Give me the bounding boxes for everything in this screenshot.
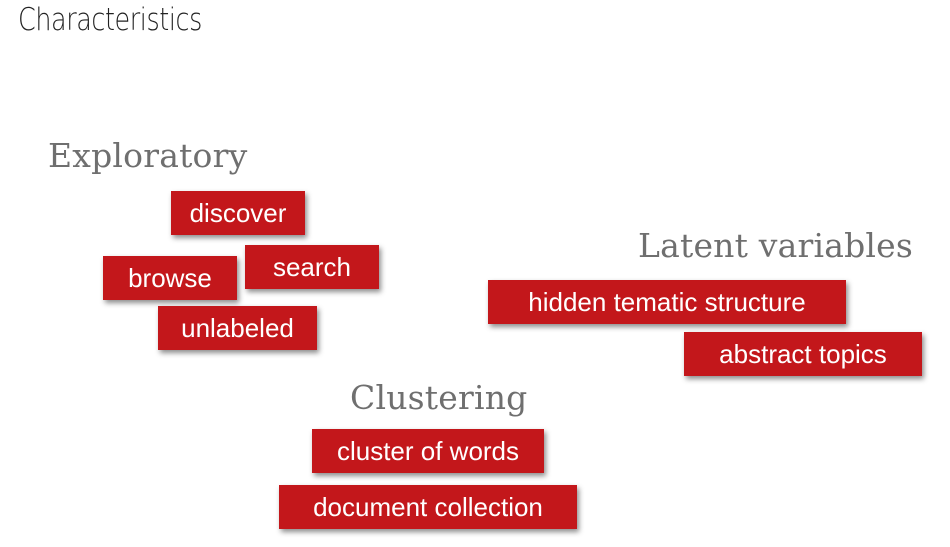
tag-search: search — [245, 245, 379, 289]
tag-cluster-of-words: cluster of words — [312, 429, 544, 473]
tag-discover: discover — [171, 191, 305, 235]
tag-abstract-topics: abstract topics — [684, 332, 922, 376]
tag-document-collection: document collection — [279, 485, 577, 529]
slide-title: Characteristics — [18, 2, 202, 38]
tag-hidden-tematic-structure: hidden tematic structure — [488, 280, 846, 324]
tag-browse: browse — [103, 256, 237, 300]
heading-exploratory: Exploratory — [48, 136, 248, 175]
heading-latent-variables: Latent variables — [638, 226, 914, 265]
heading-clustering: Clustering — [350, 378, 528, 417]
tag-unlabeled: unlabeled — [158, 306, 317, 350]
